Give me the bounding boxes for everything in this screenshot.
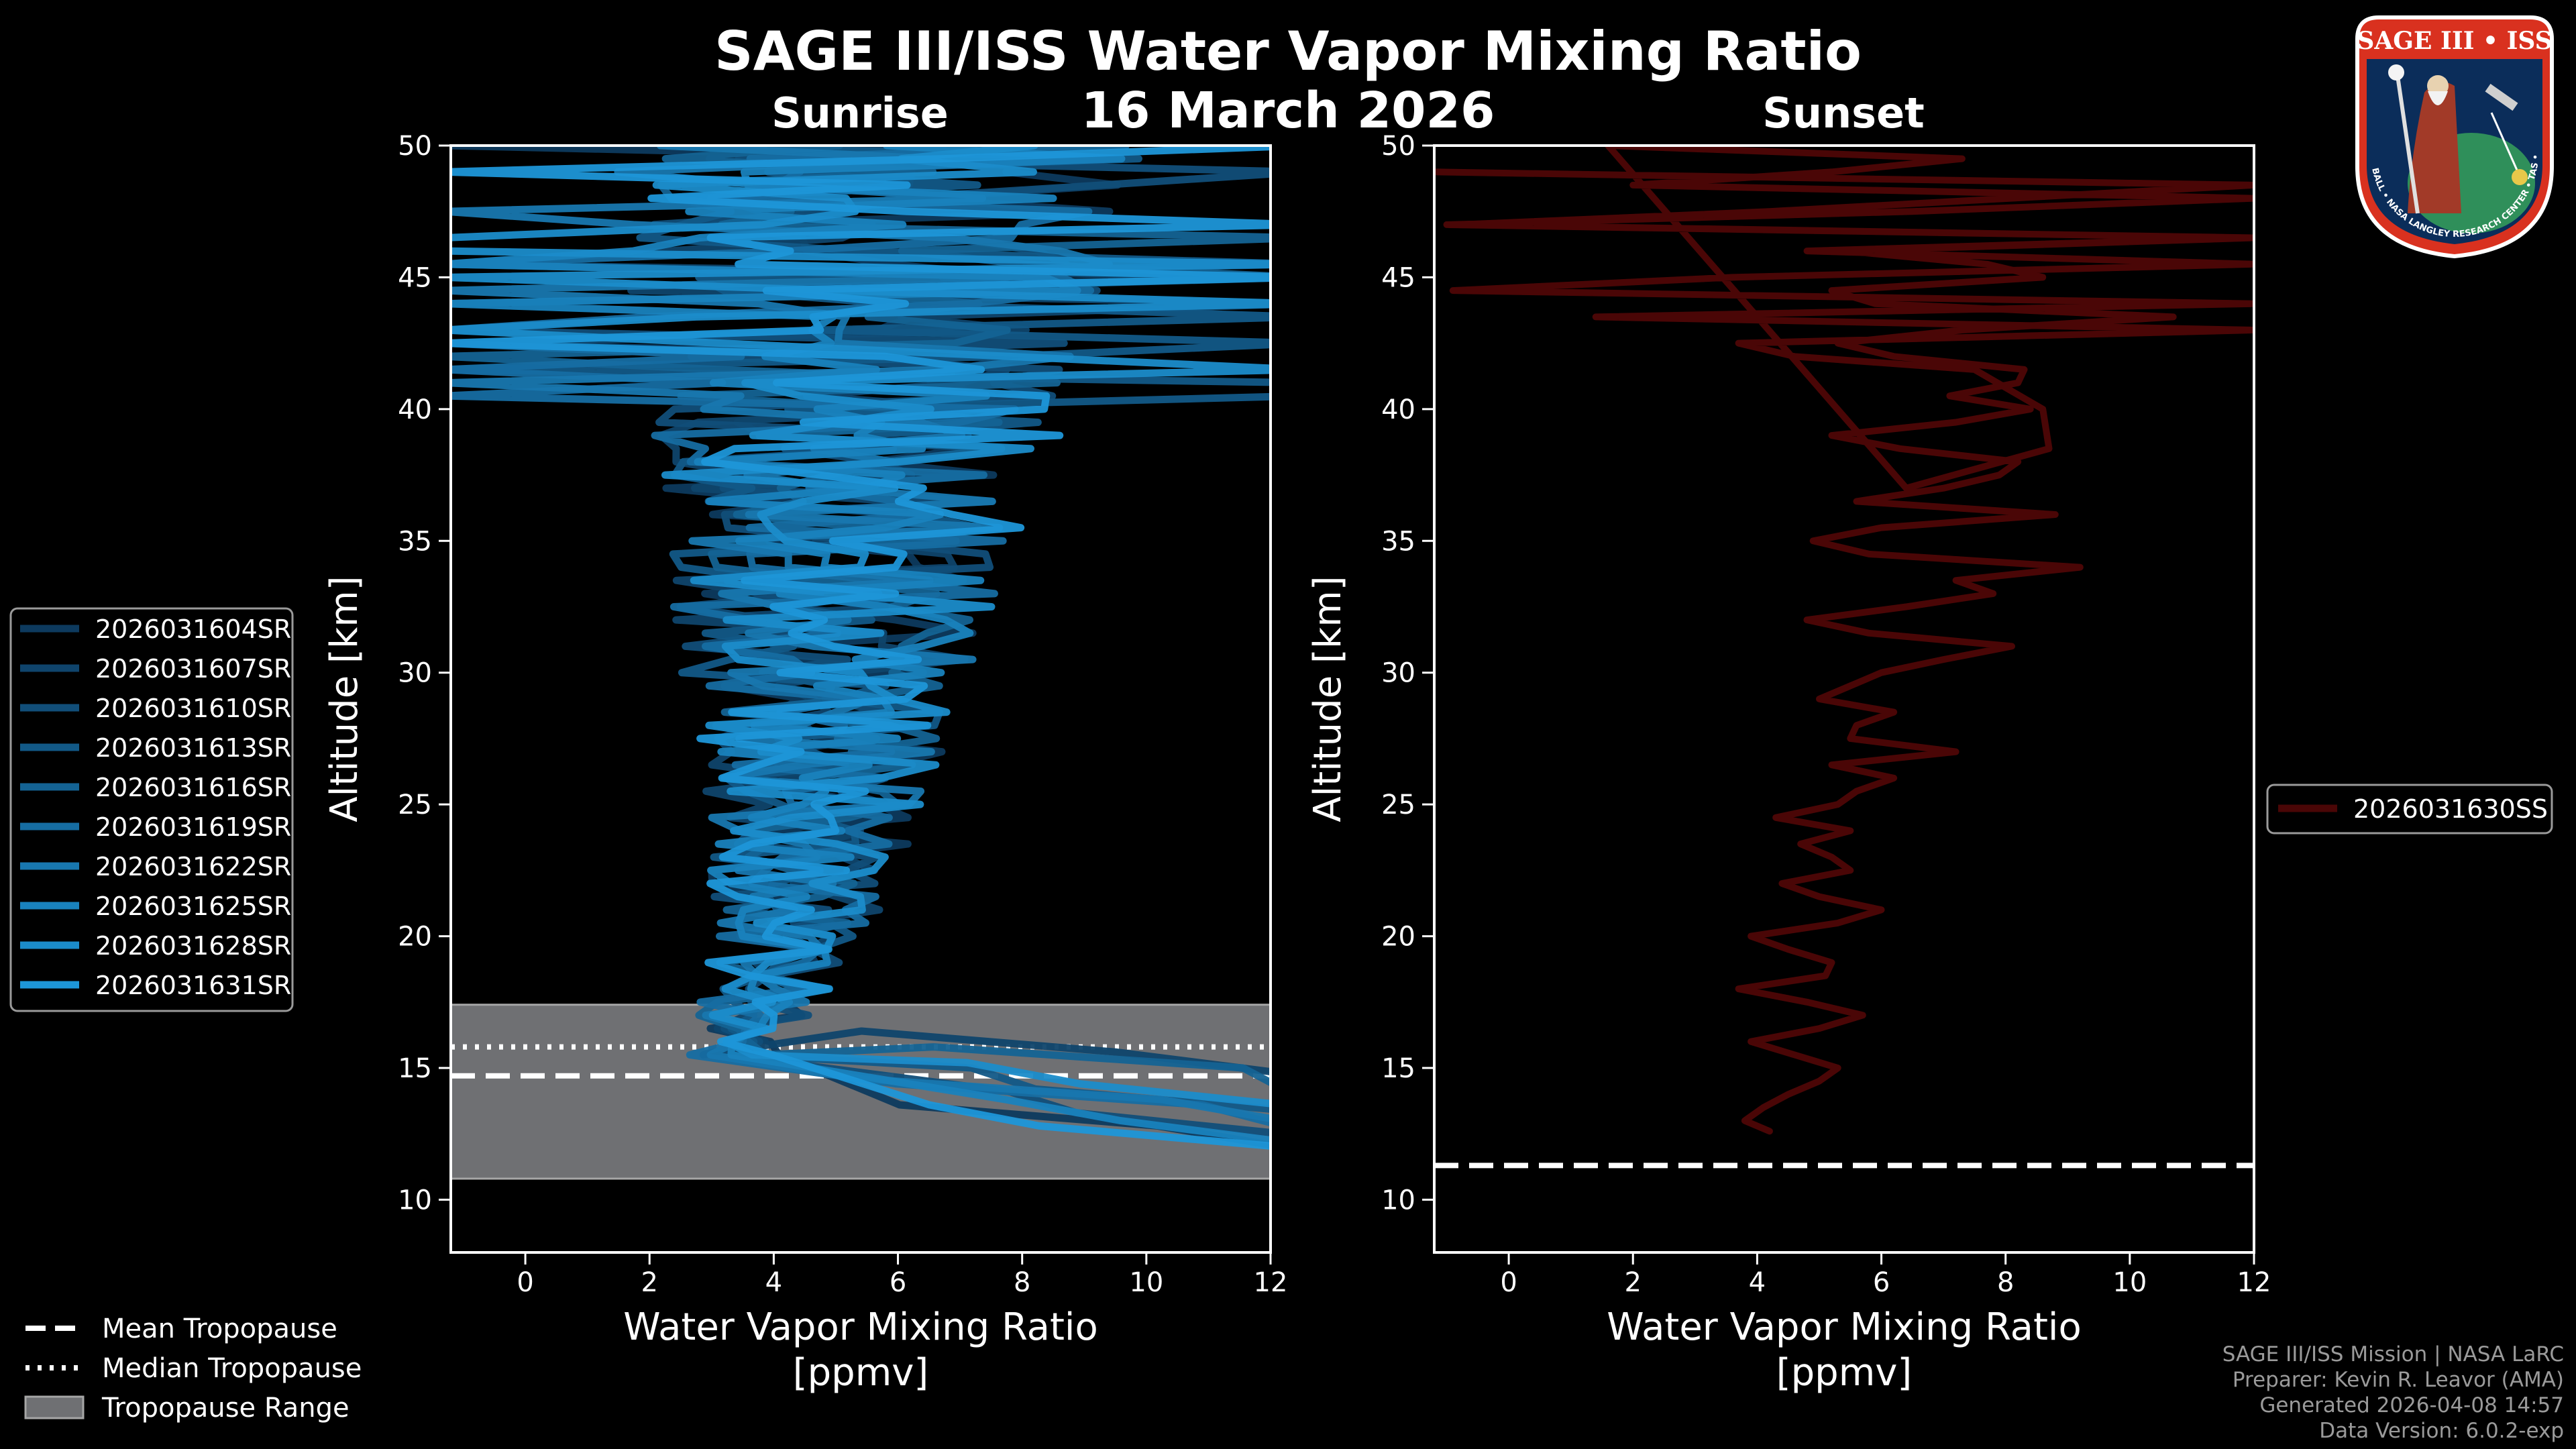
- y-tick-label: 35: [398, 526, 432, 557]
- y-tick-label: 15: [1381, 1053, 1415, 1084]
- legend-label: 2026031631SR: [95, 971, 291, 1000]
- axis-ticks: 0 2 4 6 8 10 12 10 15 20 25 30 35 40 45 50: [398, 131, 1287, 1298]
- logo-beam-icon: [2490, 112, 2520, 174]
- figure-date: 16 March 2026: [1081, 82, 1495, 140]
- x-tick-label: 0: [1500, 1267, 1517, 1298]
- logo-staff-icon: [2396, 75, 2420, 214]
- legend-label: 2026031630SS: [2353, 794, 2548, 824]
- y-tick-label: 45: [1381, 262, 1415, 293]
- tropopause-legend: Mean Tropopause Median Tropopause Tropopau…: [24, 1313, 362, 1424]
- y-tick-label: 30: [1381, 658, 1415, 689]
- x-axis-label: Water Vapor Mixing Ratio: [623, 1305, 1097, 1349]
- x-tick-label: 2: [1625, 1267, 1642, 1298]
- logo-figure-robe-icon: [2408, 82, 2461, 213]
- sunrise-legend: 2026031604SR 2026031607SR 2026031610SR 2026…: [9, 607, 294, 1012]
- legend-label: 2026031625SR: [95, 892, 291, 921]
- x-tick-label: 6: [890, 1267, 906, 1298]
- sunset-panel-title: Sunset: [1762, 89, 1925, 138]
- credit-line: Generated 2026-04-08 14:57: [2259, 1393, 2564, 1417]
- x-axis-label: [ppmv]: [1776, 1351, 1912, 1395]
- credit-line: SAGE III/ISS Mission | NASA LaRC: [2222, 1342, 2564, 1366]
- legend-box: [2266, 784, 2553, 835]
- series-line-2026031631SR: [451, 146, 1271, 1150]
- legend-label: 2026031607SR: [95, 654, 291, 684]
- legend-label: Tropopause Range: [101, 1393, 350, 1424]
- credit-line: Preparer: Kevin R. Leavor (AMA): [2232, 1368, 2564, 1392]
- x-tick-label: 12: [2237, 1267, 2271, 1298]
- y-tick-label: 25: [1381, 790, 1415, 820]
- series-line-2026031628SR: [451, 146, 1271, 1108]
- plot-content: [451, 146, 1271, 1180]
- legend-swatch-patch: [24, 1395, 85, 1419]
- plot-frame: [1433, 144, 2255, 1254]
- axis-ticks: 0 2 4 6 8 10 12 10 15 20 25 30 35 40 45 50: [1381, 131, 2271, 1298]
- y-tick-label: 40: [398, 394, 432, 425]
- y-tick-label: 20: [398, 922, 432, 953]
- legend-label: Median Tropopause: [102, 1353, 362, 1384]
- legend-label: 2026031628SR: [95, 931, 291, 961]
- sunset-panel: 0 2 4 6 8 10 12 10 15 20 25 30 35 40 45 50 Water Vapor M…: [1306, 131, 2271, 1395]
- figure-title: SAGE III/ISS Water Vapor Mixing Ratio: [714, 20, 1862, 83]
- logo-staff-orb-icon: [2388, 64, 2404, 80]
- legend-label: Mean Tropopause: [102, 1313, 337, 1344]
- y-axis-label: Altitude [km]: [1306, 576, 1350, 822]
- y-tick-label: 40: [1381, 394, 1415, 425]
- y-tick-label: 20: [1381, 922, 1415, 953]
- plot-frame: [449, 144, 1272, 1254]
- legend-label: 2026031622SR: [95, 852, 291, 881]
- plot-content: [1434, 146, 2254, 1169]
- legend-label: 2026031604SR: [95, 614, 291, 644]
- x-tick-label: 4: [1749, 1267, 1766, 1298]
- sunset-legend: 2026031630SS: [2266, 784, 2553, 835]
- y-tick-label: 25: [398, 790, 432, 820]
- legend-label: 2026031616SR: [95, 773, 291, 802]
- y-tick-label: 35: [1381, 526, 1415, 557]
- x-tick-label: 10: [1129, 1267, 1163, 1298]
- y-tick-label: 50: [398, 131, 432, 162]
- series-line-2026031625SR: [451, 146, 1271, 1144]
- y-axis-label: Altitude [km]: [323, 576, 366, 822]
- credit-line: Data Version: 6.0.2-exp: [2319, 1419, 2564, 1443]
- logo-iss-icon: [2485, 83, 2518, 111]
- logo-title: SAGE III • ISS: [2357, 27, 2552, 55]
- x-tick-label: 6: [1873, 1267, 1890, 1298]
- x-axis-label: Water Vapor Mixing Ratio: [1607, 1305, 2081, 1349]
- sunrise-panel: 0 2 4 6 8 10 12 10 15 20 25 30 35 40 45 50 Water Vapor M…: [323, 131, 1287, 1395]
- legend-box: [9, 607, 294, 1012]
- x-tick-label: 8: [1997, 1267, 2014, 1298]
- legend-label: 2026031619SR: [95, 812, 291, 842]
- sunrise-panel-title: Sunrise: [771, 89, 949, 138]
- x-tick-label: 8: [1014, 1267, 1030, 1298]
- y-tick-label: 30: [398, 658, 432, 689]
- y-tick-label: 10: [398, 1185, 432, 1216]
- series-line-2026031630SS: [1434, 146, 2254, 1135]
- x-tick-label: 10: [2112, 1267, 2147, 1298]
- credits-block: SAGE III/ISS Mission | NASA LaRC Prepare…: [2222, 1342, 2564, 1444]
- legend-label: 2026031613SR: [95, 733, 291, 763]
- series-line-2026031622SR: [451, 146, 1271, 1122]
- x-tick-label: 4: [765, 1267, 782, 1298]
- x-axis-label: [ppmv]: [793, 1351, 928, 1395]
- x-tick-label: 0: [517, 1267, 533, 1298]
- x-tick-label: 12: [1254, 1267, 1288, 1298]
- y-tick-label: 15: [398, 1053, 432, 1084]
- legend-label: 2026031610SR: [95, 694, 291, 723]
- logo-figure-beard-icon: [2428, 91, 2448, 105]
- logo-sun-icon: [2512, 169, 2528, 185]
- y-tick-label: 10: [1381, 1185, 1415, 1216]
- y-tick-label: 45: [398, 262, 432, 293]
- y-tick-label: 50: [1381, 131, 1415, 162]
- x-tick-label: 2: [641, 1267, 658, 1298]
- sage-iss-mission-logo: SAGE III • ISS BALL • NASA LANGLEY RESEA…: [2344, 12, 2554, 259]
